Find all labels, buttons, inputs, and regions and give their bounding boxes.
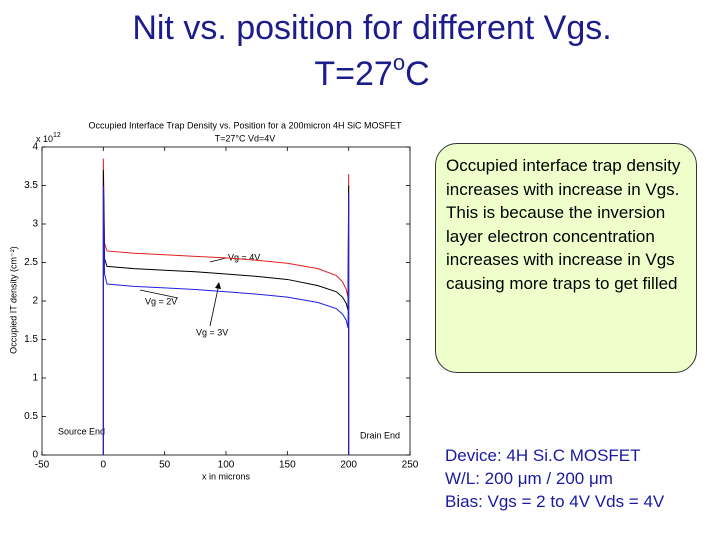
- device-line: Bias: Vgs = 2 to 4V Vds = 4V: [445, 492, 665, 511]
- slide-title: Nit vs. position for different Vgs.: [132, 9, 611, 47]
- y-tick-label: 2.5: [24, 257, 38, 268]
- series-label: Vg = 2V: [145, 296, 177, 306]
- device-line: W/L: 200 μm / 200 μm: [445, 469, 613, 488]
- note-box: Occupied interface trap density increase…: [435, 143, 697, 373]
- slide-subtitle: T=27oC: [314, 50, 429, 93]
- y-tick-label: 0: [32, 450, 38, 461]
- x-tick-label: 50: [159, 460, 171, 471]
- series-line: [102, 170, 350, 455]
- annotation: Source End: [58, 426, 105, 436]
- subtitle-main: T=27: [314, 55, 392, 93]
- y-tick-label: 1: [32, 373, 38, 384]
- x-tick-label: 100: [218, 460, 235, 471]
- y-tick-label: 2: [32, 296, 38, 307]
- y-multiplier: x 1012: [36, 132, 61, 145]
- series-line: [102, 185, 350, 455]
- x-axis-label: x in microns: [202, 471, 251, 481]
- x-tick-label: 150: [279, 460, 296, 471]
- chart-title: Occupied Interface Trap Density vs. Posi…: [88, 120, 402, 130]
- device-line: Device: 4H Si.C MOSFET: [445, 446, 641, 465]
- y-tick-label: 0.5: [24, 411, 38, 422]
- series-label: Vg = 3V: [196, 327, 228, 337]
- y-axis-label: Occupied IT density (cm⁻²): [8, 246, 18, 354]
- device-info: Device: 4H Si.C MOSFET W/L: 200 μm / 200…: [445, 444, 715, 513]
- arrow: [139, 289, 179, 299]
- arrow-head: [215, 282, 221, 289]
- series-label: Vg = 4V: [228, 252, 260, 262]
- plot-frame: [41, 146, 411, 456]
- x-tick-label: 250: [402, 460, 419, 471]
- multiplier-base: x 10: [36, 134, 53, 144]
- y-tick-label: 3.5: [24, 180, 38, 191]
- subtitle-end: C: [405, 55, 430, 93]
- arrow: [209, 257, 227, 263]
- y-tick-label: 1.5: [24, 334, 38, 345]
- annotation: Drain End: [360, 430, 400, 440]
- chart-subtitle: T=27°C Vd=4V: [215, 133, 276, 143]
- x-tick-label: -50: [35, 460, 50, 471]
- y-tick-label: 4: [32, 142, 38, 153]
- series-line: [102, 158, 350, 455]
- plot: 00.511.522.533.54-50 0 50 100 150 200 250: [24, 142, 419, 471]
- x-tick-label: 200: [340, 460, 357, 471]
- subtitle-sup: o: [393, 50, 405, 75]
- multiplier-exp: 12: [53, 132, 61, 139]
- x-tick-label: 0: [101, 460, 107, 471]
- y-tick-label: 3: [32, 219, 38, 230]
